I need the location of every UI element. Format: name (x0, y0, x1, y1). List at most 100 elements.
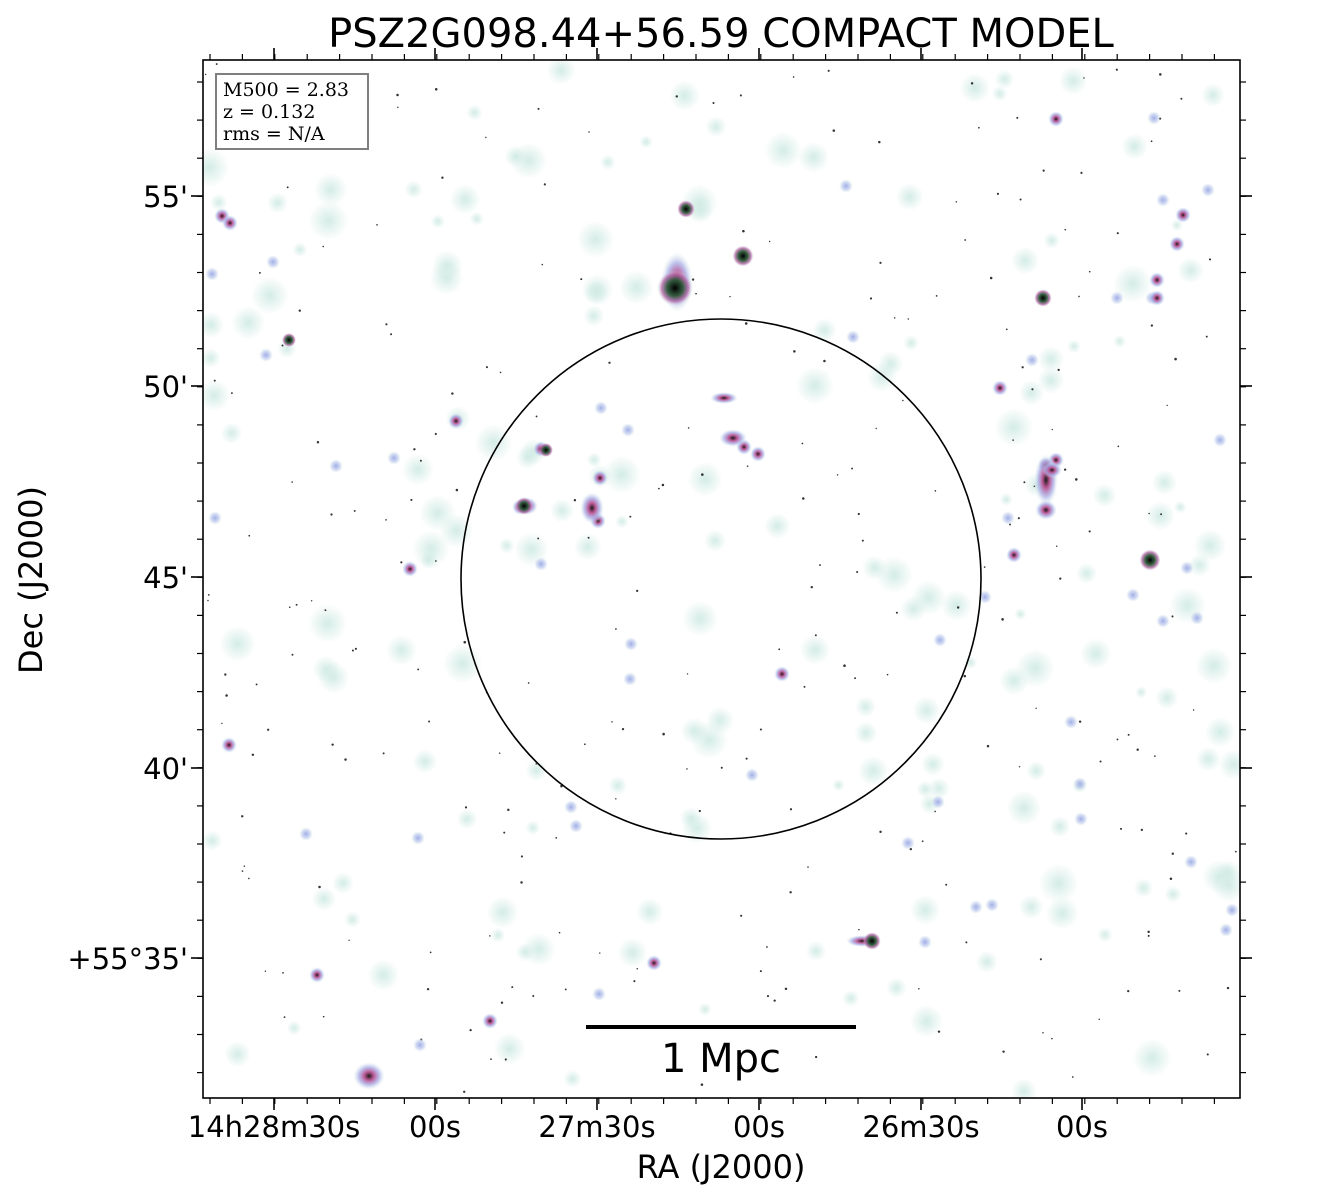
noise-speck (558, 931, 561, 934)
noise-speck (937, 1030, 941, 1033)
x-tick-label: 14h28m30s (188, 1110, 360, 1144)
noise-speck (1171, 852, 1174, 855)
radio-source (1064, 715, 1078, 729)
noise-speck (489, 935, 491, 937)
noise-speck (428, 720, 431, 723)
faint-source (203, 830, 223, 851)
noise-speck (858, 928, 860, 931)
noise-speck (1016, 116, 1019, 119)
faint-source (1092, 483, 1117, 508)
noise-speck (1115, 68, 1118, 71)
faint-source (1195, 647, 1233, 685)
faint-source (1132, 1038, 1172, 1078)
noise-speck (658, 487, 660, 490)
noise-speck (611, 721, 613, 723)
faint-source (1067, 339, 1081, 354)
faint-source (203, 147, 230, 188)
noise-speck (1150, 140, 1153, 143)
noise-speck (1098, 1018, 1100, 1021)
faint-source (386, 634, 417, 666)
faint-source (1010, 1078, 1037, 1098)
noise-speck (1031, 388, 1034, 391)
noise-speck (537, 107, 540, 110)
faint-source (764, 512, 791, 540)
noise-speck (661, 483, 665, 487)
faint-source (940, 589, 973, 622)
noise-speck (353, 509, 356, 512)
noise-speck (298, 309, 301, 312)
noise-speck (875, 427, 877, 430)
noise-speck (1178, 989, 1181, 992)
noise-speck (417, 668, 420, 671)
noise-speck (225, 694, 228, 697)
faint-source (493, 1032, 526, 1065)
noise-speck (376, 224, 378, 226)
noise-speck (1051, 1037, 1053, 1040)
faint-source (1014, 607, 1027, 621)
faint-source (1188, 553, 1212, 577)
radio-source (1073, 777, 1087, 791)
faint-source (680, 717, 708, 745)
noise-speck (907, 318, 910, 320)
faint-source (994, 407, 1034, 447)
bright-source (1169, 236, 1185, 252)
noise-speck (1078, 295, 1080, 298)
faint-source (1218, 749, 1240, 780)
noise-speck (1148, 512, 1150, 515)
axis-ticks (191, 48, 1252, 1110)
faint-source (854, 721, 878, 745)
noise-speck (354, 647, 357, 650)
faint-source (1133, 878, 1154, 898)
noise-speck (310, 600, 313, 602)
noise-speck (615, 798, 617, 800)
noise-speck (1147, 930, 1150, 934)
noise-speck (810, 585, 813, 589)
noise-speck (1017, 517, 1020, 520)
scale-bar-label: 1 Mpc (661, 1036, 781, 1082)
faint-source (474, 423, 513, 462)
faint-source (909, 1004, 944, 1038)
radio-source (1001, 511, 1015, 525)
faint-source (203, 379, 231, 412)
noise-speck (282, 972, 284, 974)
radio-source (1219, 923, 1233, 937)
radio-source (1147, 111, 1161, 125)
noise-speck (934, 810, 936, 813)
faint-source (504, 145, 527, 168)
faint-source (1037, 345, 1065, 373)
faint-source (895, 182, 924, 211)
faint-source (1080, 637, 1112, 670)
noise-speck (204, 73, 207, 76)
faint-source (577, 220, 615, 258)
faint-source (927, 777, 950, 800)
noise-speck (267, 728, 270, 731)
noise-speck (1208, 258, 1212, 261)
x-tick-label: 26m30s (862, 1110, 979, 1144)
faint-source (886, 977, 907, 999)
faint-source (584, 280, 609, 305)
noise-speck (555, 837, 558, 839)
noise-speck (580, 278, 583, 281)
faint-source (1015, 648, 1055, 689)
faint-source (686, 196, 714, 224)
noise-speck (1005, 328, 1008, 331)
radio-source (1156, 614, 1170, 628)
faint-source (209, 193, 228, 212)
noise-speck (541, 263, 544, 266)
info-m500: M500 = 2.83 (223, 79, 349, 101)
faint-source (498, 537, 515, 554)
faint-source (219, 625, 257, 663)
faint-source (1113, 334, 1127, 348)
noise-speck (773, 999, 776, 1002)
faint-source (443, 644, 483, 684)
noise-speck (701, 473, 704, 476)
faint-source (308, 604, 348, 644)
noise-speck (241, 870, 244, 872)
faint-source (231, 305, 266, 340)
faint-source (1075, 562, 1098, 584)
noise-speck (1205, 335, 1208, 338)
radio-source (969, 900, 983, 914)
noise-speck (400, 561, 403, 564)
radio-source (259, 348, 273, 362)
